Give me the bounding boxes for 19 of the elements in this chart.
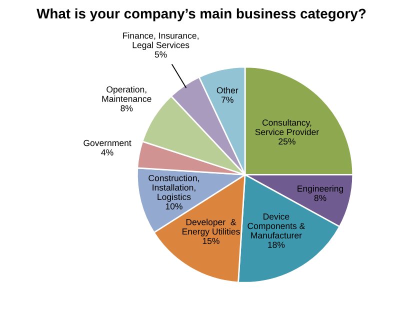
data-label: 10% (166, 203, 182, 210)
data-label: 18% (268, 242, 285, 248)
chart-title: What is your company’s main business category? (36, 8, 366, 22)
slice-label: Operation, Maintenance (102, 86, 152, 102)
data-label: 5% (154, 51, 167, 58)
data-label: 15% (202, 238, 220, 244)
data-label: 4% (101, 149, 114, 156)
data-label: 7% (222, 96, 234, 103)
slice-label: Device Components & Manufacturer (248, 213, 306, 239)
data-label: 8% (314, 194, 326, 202)
slice-label: Consultancy, Service Provider (255, 119, 319, 136)
slice-label: Construction, Installation, Logistics (148, 174, 199, 202)
slice-label: Government (84, 140, 132, 146)
data-label: 25% (278, 138, 296, 145)
slice-label: Engineering (298, 185, 344, 194)
slice-label: Finance, Insurance, Legal Services (123, 32, 198, 50)
slice-label: Developer & Energy Utilities (182, 218, 240, 236)
slice-label: Other (216, 86, 238, 94)
data-label: 8% (120, 105, 133, 112)
